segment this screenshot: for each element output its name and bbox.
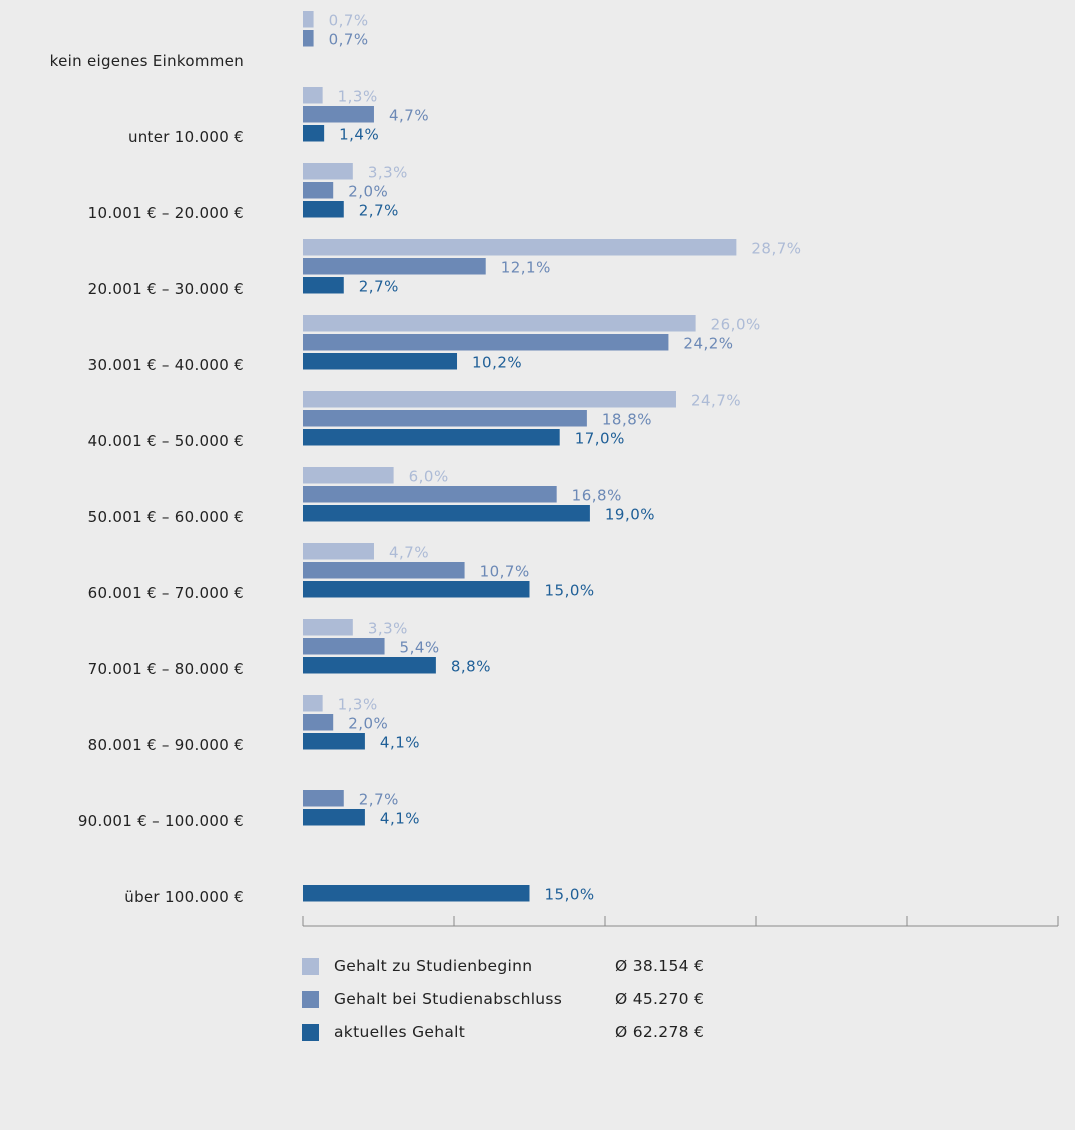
x-tick-label: 50 (1048, 943, 1068, 945)
data-label: 1,3% (338, 696, 378, 714)
bar (303, 638, 385, 655)
bar (303, 885, 530, 902)
legend-average: Ø 62.278 € (615, 1023, 705, 1041)
legend-swatch (302, 990, 319, 1008)
data-label: 1,4% (339, 126, 379, 144)
bar (303, 790, 344, 807)
bar (303, 201, 344, 218)
bar (303, 486, 557, 503)
bar (303, 11, 314, 28)
bar (303, 353, 458, 370)
bar (303, 505, 590, 522)
bar (303, 809, 365, 826)
data-label: 3,3% (368, 620, 408, 638)
data-label: 0,7% (329, 12, 369, 30)
bar (303, 467, 394, 484)
bar (303, 695, 323, 712)
data-label: 15,0% (545, 582, 595, 600)
data-label: 19,0% (605, 506, 655, 524)
legend-label: Gehalt zu Studienbeginn (334, 957, 533, 975)
bar (303, 87, 323, 104)
bar (303, 315, 696, 332)
data-label: 6,0% (409, 468, 449, 486)
data-label: 24,7% (691, 392, 741, 410)
data-label: 24,2% (683, 335, 733, 353)
bar (303, 163, 353, 180)
bar (303, 334, 669, 351)
data-label: 2,0% (348, 183, 388, 201)
bar (303, 657, 436, 674)
data-label: 3,3% (368, 164, 408, 182)
legend-item-studienbeginn: Gehalt zu Studienbeginn Ø 38.154 € (302, 956, 704, 976)
bar (303, 543, 374, 560)
x-tick-label: 30 (746, 943, 766, 945)
legend-average: Ø 45.270 € (615, 990, 705, 1008)
category-label: 10.001 € – 20.000 € (88, 204, 244, 222)
bar (303, 429, 560, 446)
data-label: 2,0% (348, 715, 388, 733)
data-label: 4,1% (380, 810, 420, 828)
bar (303, 30, 314, 47)
bar-chart: kein eigenes Einkommen 0,7%0,7% unter 10.0… (50, 11, 1068, 945)
x-tick-label: 0 (298, 943, 308, 945)
data-label: 8,8% (451, 658, 491, 676)
bar (303, 106, 374, 123)
bar (303, 125, 325, 142)
data-label: 16,8% (572, 487, 622, 505)
legend: Gehalt zu Studienbeginn Ø 38.154 € Gehal… (302, 956, 704, 1055)
data-label: 18,8% (602, 411, 652, 429)
data-label: 4,7% (389, 544, 429, 562)
data-label: 2,7% (359, 202, 399, 220)
data-label: 5,4% (400, 639, 440, 657)
legend-item-studienabschluss: Gehalt bei Studienabschluss Ø 45.270 € (302, 989, 704, 1009)
data-label: 2,7% (359, 791, 399, 809)
data-label: 1,3% (338, 88, 378, 106)
data-label: 0,7% (329, 31, 369, 49)
category-label: 20.001 € – 30.000 € (88, 280, 244, 298)
legend-item-aktuelles-gehalt: aktuelles Gehalt Ø 62.278 € (302, 1022, 704, 1042)
category-label: unter 10.000 € (128, 128, 244, 146)
data-label: 15,0% (545, 886, 595, 904)
bar (303, 258, 486, 275)
x-tick-label: 40 (897, 943, 917, 945)
data-label: 28,7% (751, 240, 801, 258)
bar (303, 410, 587, 427)
bar (303, 581, 530, 598)
bar (303, 391, 676, 408)
category-label: 90.001 € – 100.000 € (78, 812, 244, 830)
legend-swatch (302, 1023, 319, 1041)
bar (303, 277, 344, 294)
data-label: 17,0% (575, 430, 625, 448)
data-label: 10,2% (472, 354, 522, 372)
data-label: 4,1% (380, 734, 420, 752)
data-label: 2,7% (359, 278, 399, 296)
bar (303, 733, 365, 750)
legend-label: aktuelles Gehalt (334, 1023, 466, 1041)
category-label: kein eigenes Einkommen (50, 52, 244, 70)
category-label: 60.001 € – 70.000 € (88, 584, 244, 602)
x-tick-label: 10 (444, 943, 464, 945)
legend-label: Gehalt bei Studienabschluss (334, 990, 563, 1008)
data-label: 10,7% (480, 563, 530, 581)
category-label: 30.001 € – 40.000 € (88, 356, 244, 374)
x-tick-label: 20 (595, 943, 615, 945)
data-label: 12,1% (501, 259, 551, 277)
bar (303, 239, 737, 256)
bar (303, 619, 353, 636)
category-label: 70.001 € – 80.000 € (88, 660, 244, 678)
category-label: über 100.000 € (124, 888, 244, 906)
category-label: 40.001 € – 50.000 € (88, 432, 244, 450)
legend-swatch (302, 957, 319, 975)
data-label: 4,7% (389, 107, 429, 125)
category-label: 50.001 € – 60.000 € (88, 508, 244, 526)
bar (303, 714, 334, 731)
bar (303, 562, 465, 579)
bar (303, 182, 334, 199)
category-label: 80.001 € – 90.000 € (88, 736, 244, 754)
legend-average: Ø 38.154 € (615, 957, 705, 975)
data-label: 26,0% (711, 316, 761, 334)
